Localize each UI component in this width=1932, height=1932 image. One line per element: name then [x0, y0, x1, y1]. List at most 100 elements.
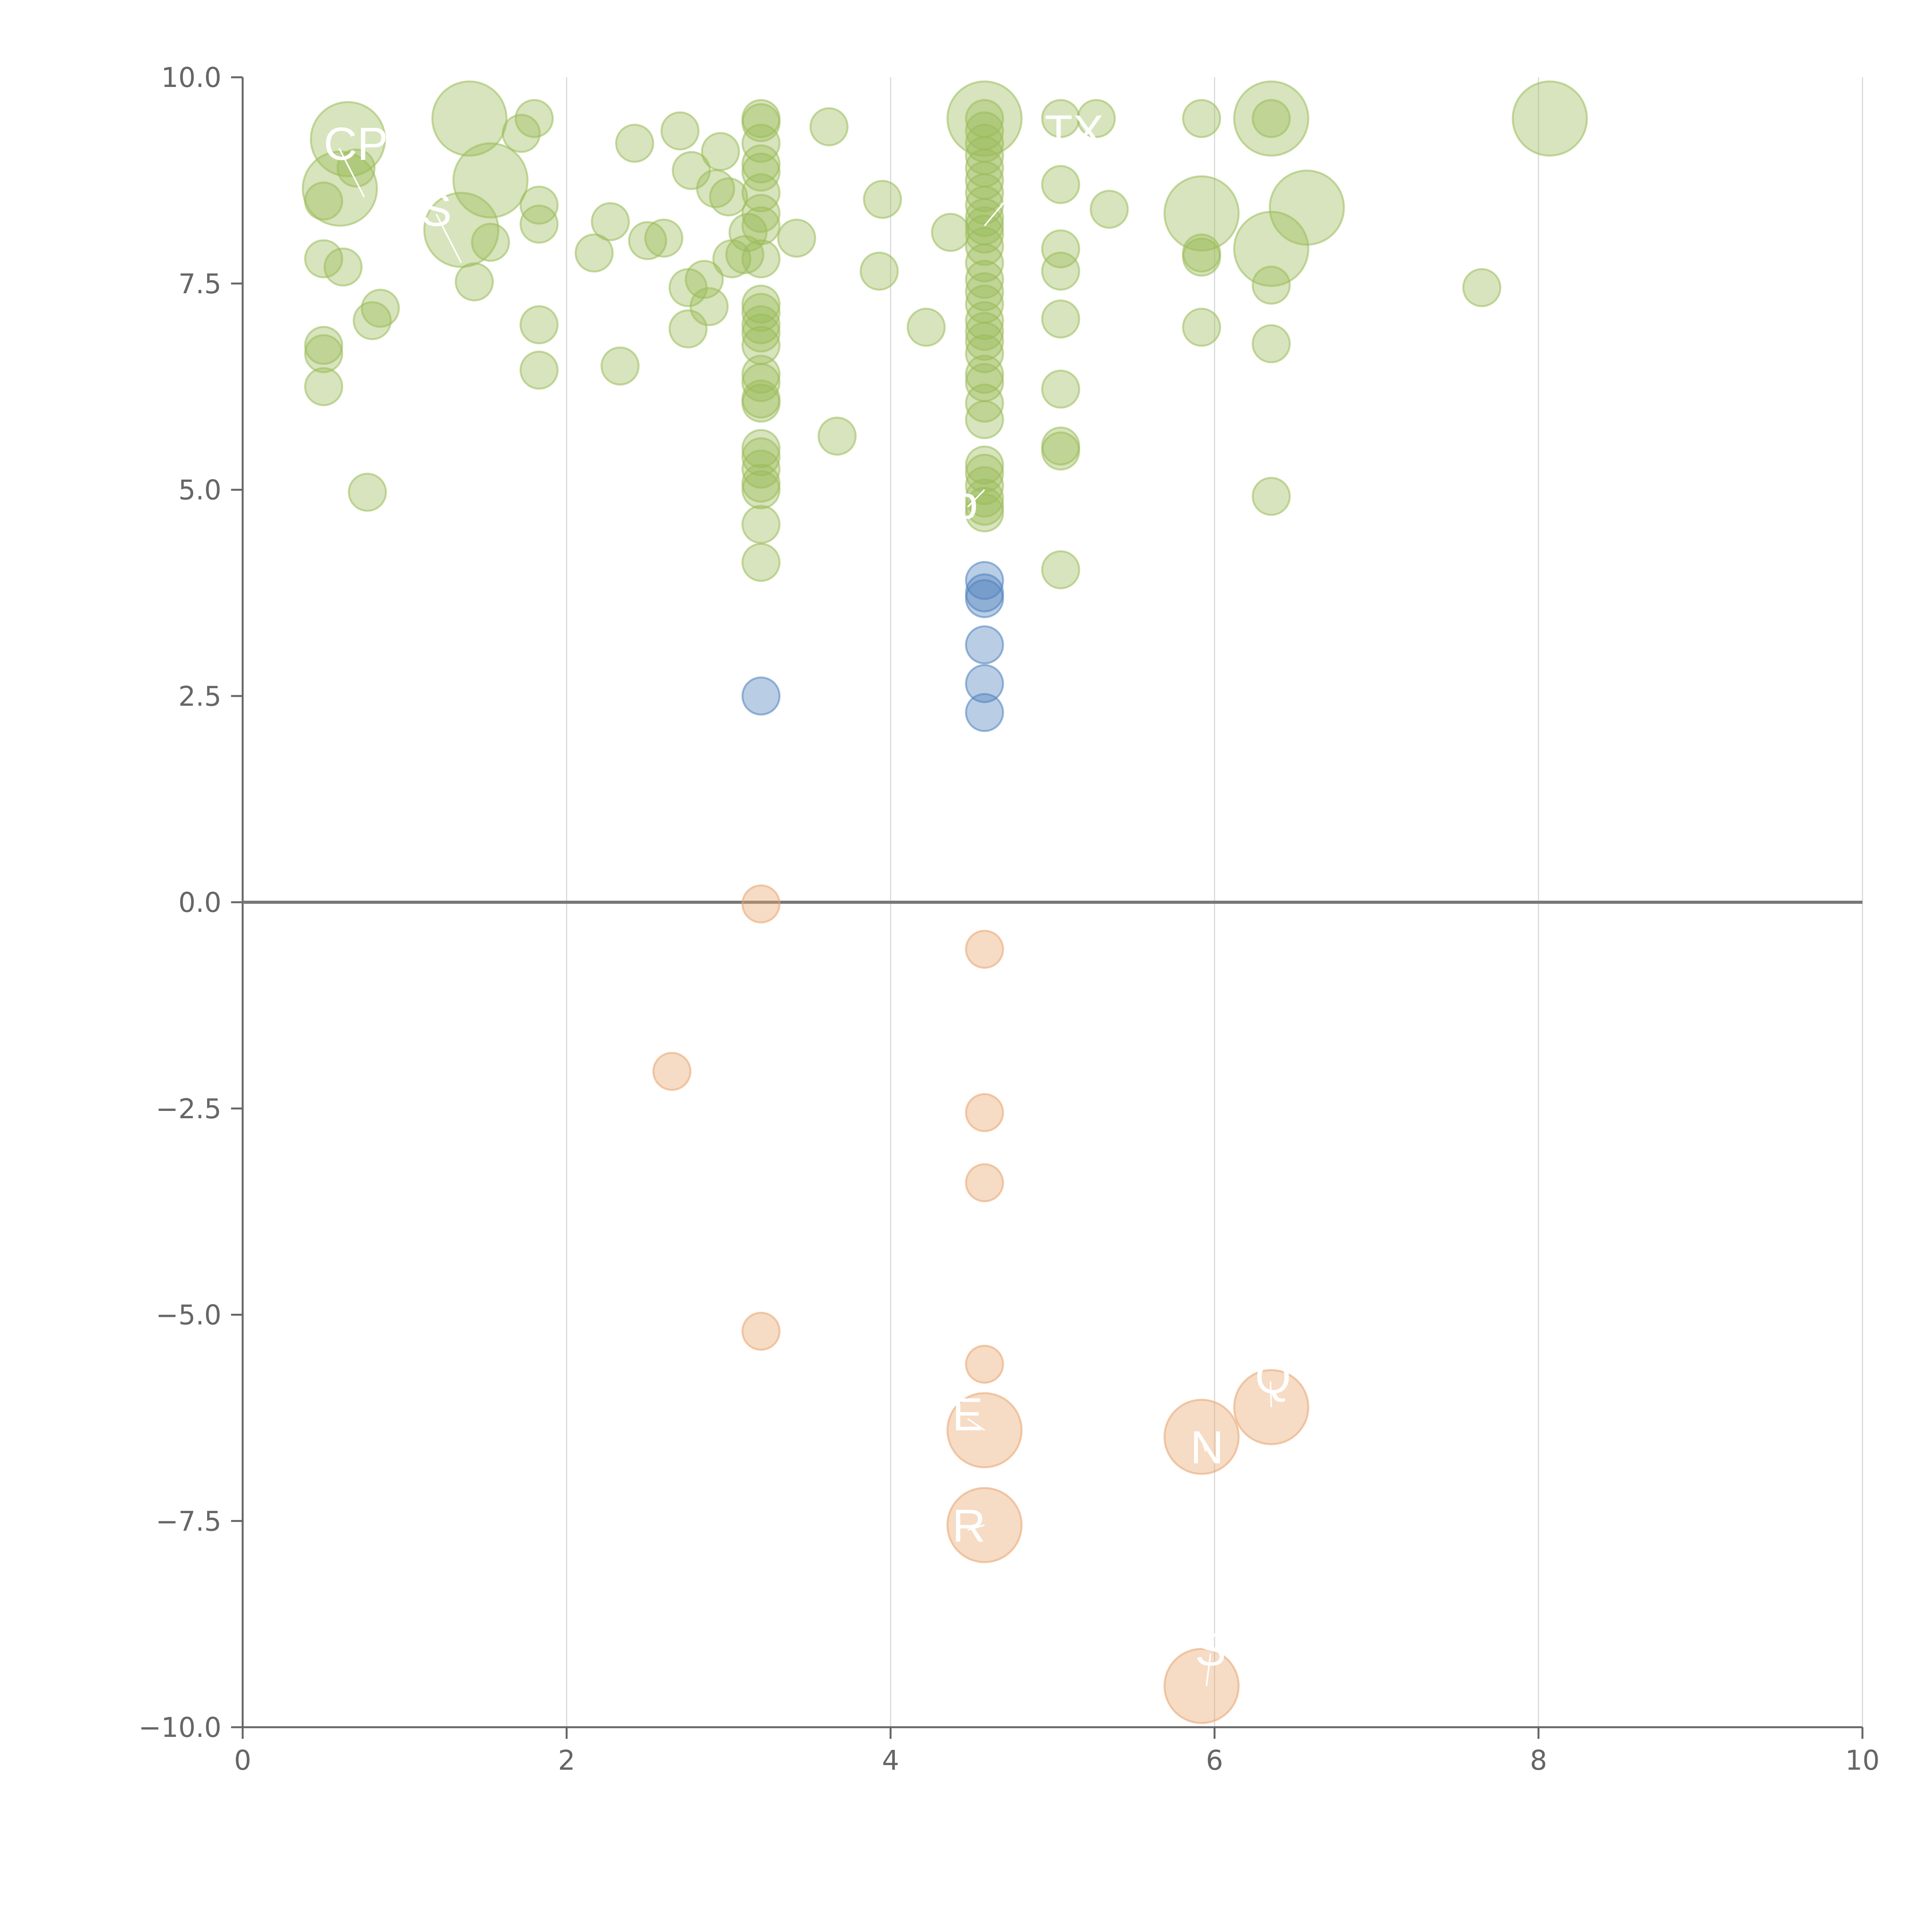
bubble-high-101 [965, 478, 1004, 518]
bubble-label-6: Q [1255, 1351, 1291, 1403]
bubble-high-123 [1252, 265, 1291, 305]
bubble-high-27 [628, 221, 667, 260]
bubble-high-97 [965, 400, 1004, 439]
bubble-high-18 [515, 99, 554, 138]
bubble-high-58 [741, 383, 781, 423]
bubble-high-120 [1233, 80, 1310, 157]
tick-layer: 0 2 4 6 8 10 10.0 7.5 5.0 2.5 0.0 −2.5 −5.0 −7.5 −10.0 [138, 62, 1879, 1776]
bubble-high-108 [1041, 299, 1080, 339]
bubble-high-92 [965, 321, 1004, 361]
bubble-high-69 [859, 252, 899, 291]
bubble-high-29 [660, 111, 700, 151]
y-tick-label-5: −2.5 [156, 1093, 221, 1125]
x-tick-label-1: 2 [558, 1745, 575, 1776]
bubble-high-113 [1077, 99, 1116, 138]
bubble-high-119 [1182, 308, 1221, 347]
bubble-high-109 [1041, 369, 1080, 409]
bubble-low-6 [965, 1345, 1004, 1384]
bubble-high-26 [615, 124, 654, 163]
leader-line-4 [967, 1418, 985, 1431]
bubble-high-70 [863, 180, 902, 219]
leader-line-3 [967, 489, 985, 508]
bubble-high-128 [1512, 80, 1588, 157]
bubble-high-32 [668, 309, 708, 349]
bubble-high-44 [741, 144, 781, 184]
bubble-high-106 [1041, 229, 1080, 269]
y-tick-label-7: −7.5 [156, 1505, 221, 1537]
bubble-high-3 [304, 181, 344, 221]
bubble-high-51 [741, 293, 781, 332]
bubble-high-67 [810, 107, 849, 146]
x-tick-label-2: 4 [882, 1745, 900, 1776]
y-tick-label-0: 10.0 [161, 62, 221, 94]
bubble-high-118 [1182, 237, 1221, 277]
bubble-high-21 [519, 305, 559, 344]
bubble-high-36 [701, 132, 740, 171]
leader-line-5 [967, 1524, 985, 1531]
bubble-high-49 [741, 239, 781, 279]
bubble-high-7 [304, 334, 344, 373]
x-tick-label-4: 8 [1530, 1745, 1547, 1776]
bubble-high-10 [361, 289, 400, 328]
bubble-high-6 [304, 326, 344, 365]
bubble-high-50 [741, 284, 781, 324]
bubble-high-11 [348, 473, 387, 512]
bubble-low-11 [1163, 1648, 1240, 1724]
bubble-high-20 [519, 204, 559, 244]
bubble-label-1: S [421, 184, 452, 236]
bubble-high-13 [452, 142, 529, 219]
bubble-labels: CP S TX b E R QN S [324, 105, 1291, 1686]
y-tick-label-3: 2.5 [179, 680, 221, 712]
bubble-high-91 [965, 312, 1004, 351]
leader-line-2 [984, 135, 1061, 226]
bubble-high-56 [741, 363, 781, 402]
bubble-high-22 [519, 350, 559, 390]
bubble-high-1 [302, 150, 378, 227]
y-tick-label-6: −5.0 [156, 1299, 221, 1331]
bubble-high-86 [965, 243, 1004, 282]
bubble-label-0: CP [324, 118, 388, 170]
bubble-high-2 [336, 148, 376, 188]
bubble-low-1 [965, 930, 1004, 969]
bubble-label-4: E [952, 1388, 983, 1440]
bubble-high-65 [741, 543, 781, 582]
bubble-high-63 [741, 470, 781, 509]
bubble-high-71 [906, 308, 946, 347]
bubble-high-17 [502, 114, 541, 153]
bubble-high-28 [644, 218, 684, 258]
bubble-high-88 [965, 272, 1004, 311]
bubble-low-5 [741, 1311, 781, 1351]
bubble-high-42 [741, 103, 781, 142]
bubble-high-107 [1041, 252, 1080, 291]
leader-line-0 [338, 148, 365, 197]
bubble-high-5 [323, 247, 363, 287]
bubble-mid-5 [965, 664, 1004, 703]
bubble-mid-0 [741, 676, 781, 716]
bubble-mid-6 [965, 693, 1004, 732]
y-tick-label-8: −10.0 [138, 1712, 221, 1743]
bubble-high-125 [1252, 477, 1291, 516]
bubble-high-127 [1462, 268, 1502, 307]
bubble-low-9 [1163, 1398, 1240, 1475]
bubble-high-15 [471, 223, 510, 262]
y-tick-label-1: 7.5 [179, 268, 221, 300]
bubble-high-126 [1269, 169, 1345, 246]
bubble-high-103 [965, 493, 1004, 532]
bubble-high-114 [1090, 190, 1129, 229]
y-tick-label-4: 0.0 [179, 887, 221, 918]
bubble-high-85 [965, 227, 1004, 266]
y-tick-label-2: 5.0 [179, 474, 221, 506]
bubble-label-8: S [1195, 1624, 1226, 1675]
bubble-high-66 [777, 218, 816, 258]
bubble-high-112 [1041, 550, 1080, 590]
bubble-low-4 [965, 1163, 1004, 1202]
bubble-high-47 [741, 194, 781, 233]
bubble-low-3 [965, 1093, 1004, 1132]
bubble-high-43 [741, 124, 781, 163]
bubble-high-104 [1041, 99, 1080, 138]
bubble-high-8 [304, 367, 344, 406]
bubble-mid-4 [965, 625, 1004, 665]
bubble-high-82 [965, 198, 1004, 237]
bubble-label-2: TX [1044, 105, 1104, 157]
